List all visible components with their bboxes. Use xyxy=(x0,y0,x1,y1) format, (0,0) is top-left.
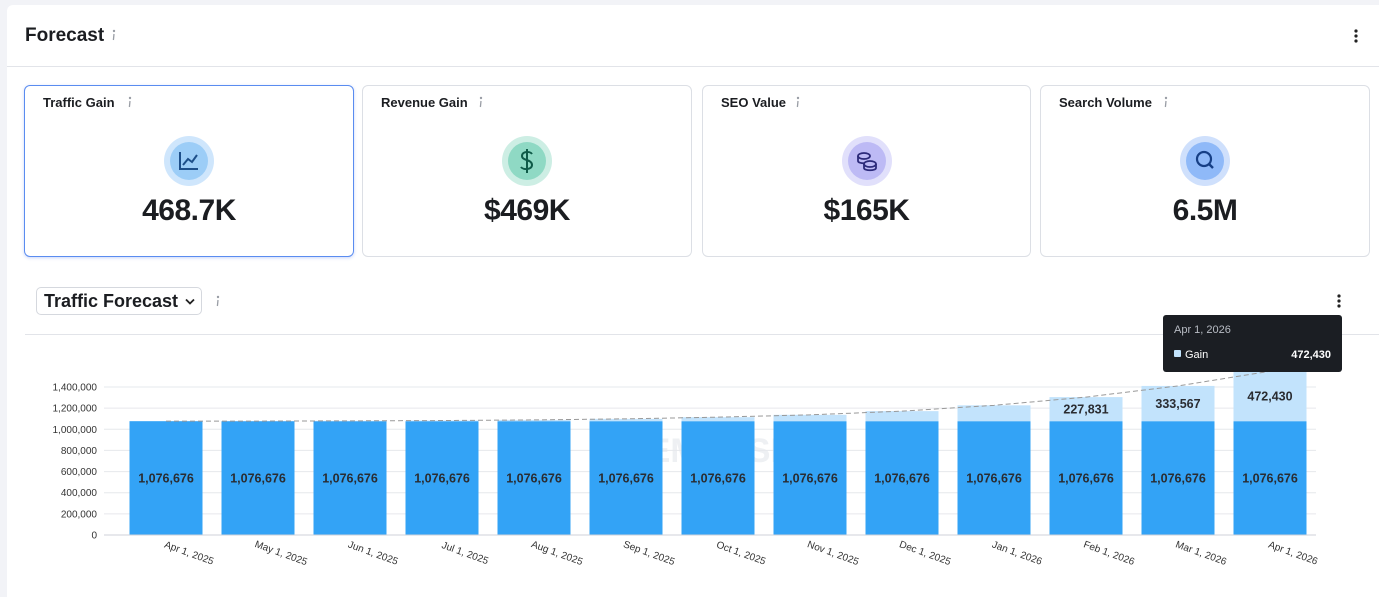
data-label: 1,076,676 xyxy=(138,472,194,486)
bar-segment xyxy=(773,414,847,422)
x-tick-label: May 1, 2025 xyxy=(253,539,309,568)
data-label: 333,567 xyxy=(1155,397,1200,411)
bar-segment xyxy=(589,418,663,422)
menu-icon[interactable] xyxy=(1335,293,1343,309)
card-value: 468.7K xyxy=(142,194,236,227)
data-label: 1,076,676 xyxy=(230,472,286,486)
card-icon xyxy=(502,136,552,186)
trend-line xyxy=(165,370,1271,422)
y-tick-label: 1,400,000 xyxy=(53,383,98,394)
tooltip-series: Gain xyxy=(1185,349,1208,361)
menu-icon[interactable] xyxy=(1352,28,1360,44)
tooltip-box xyxy=(1163,315,1342,372)
bar-segment xyxy=(1233,371,1307,422)
card-value: $469K xyxy=(484,194,570,227)
bar-segment xyxy=(773,421,847,535)
card-title: Traffic Gain xyxy=(43,95,115,110)
data-label: 227,831 xyxy=(1063,403,1108,417)
data-label: 1,076,676 xyxy=(782,472,838,486)
tooltip: Apr 1, 2026 Gain 472,430 xyxy=(1163,315,1342,372)
data-label: 472,430 xyxy=(1247,390,1292,404)
bar-segment xyxy=(957,421,1031,535)
divider xyxy=(25,334,1379,335)
data-label: 1,076,676 xyxy=(1150,472,1206,486)
header-title: Forecast xyxy=(25,25,105,46)
data-label: 1,076,676 xyxy=(1058,472,1114,486)
x-tick-label: Oct 1, 2025 xyxy=(715,540,768,568)
data-label: 1,076,676 xyxy=(874,472,930,486)
card-title: SEO Value xyxy=(721,95,787,110)
x-tick-label: Mar 1, 2026 xyxy=(1174,539,1228,568)
chart-selector[interactable]: Traffic Forecast xyxy=(36,287,202,315)
bar-segment xyxy=(1049,421,1123,535)
y-tick-label: 1,000,000 xyxy=(53,425,98,436)
bar-segment xyxy=(1141,385,1215,422)
card-icon xyxy=(164,136,214,186)
data-label: 1,076,676 xyxy=(506,472,562,486)
bar-segment xyxy=(405,421,479,535)
y-tick-label: 600,000 xyxy=(61,467,98,478)
bar-segment xyxy=(681,417,755,422)
card[interactable]: SEO Value $165K xyxy=(702,85,1031,257)
bar-segment xyxy=(221,421,295,535)
tooltip-date: Apr 1, 2026 xyxy=(1174,324,1231,336)
data-label: 1,076,676 xyxy=(322,472,378,486)
x-tick-label: Feb 1, 2026 xyxy=(1082,539,1136,568)
bar-segment xyxy=(1141,421,1215,535)
info-icon[interactable] xyxy=(126,96,134,108)
bar-segment xyxy=(589,421,663,535)
x-tick-label: Apr 1, 2026 xyxy=(1267,540,1320,568)
card-value: $165K xyxy=(823,194,910,227)
x-tick-label: Jun 1, 2025 xyxy=(346,540,399,568)
tooltip-value: 472,430 xyxy=(1291,349,1331,361)
x-tick-label: Dec 1, 2025 xyxy=(898,539,953,568)
info-icon[interactable] xyxy=(1162,96,1170,108)
divider xyxy=(7,66,1379,67)
info-icon[interactable] xyxy=(214,295,222,307)
bar-segment xyxy=(681,421,755,535)
x-tick-label: Jul 1, 2025 xyxy=(440,540,490,567)
card-icon xyxy=(1180,136,1230,186)
y-tick-label: 1,200,000 xyxy=(53,404,98,415)
x-tick-label: Nov 1, 2025 xyxy=(806,539,861,568)
chevron xyxy=(185,298,195,305)
x-tick-label: Apr 1, 2025 xyxy=(163,540,216,568)
tooltip-swatch xyxy=(1174,350,1181,357)
card-value: 6.5M xyxy=(1172,194,1238,227)
bar-segment xyxy=(957,405,1031,422)
card[interactable]: Traffic Gain 468.7K xyxy=(24,85,354,257)
data-label: 1,076,676 xyxy=(966,472,1022,486)
y-tick-label: 400,000 xyxy=(61,488,98,499)
bar-segment xyxy=(1049,397,1123,422)
x-tick-label: Aug 1, 2025 xyxy=(530,539,585,568)
card[interactable]: Search Volume 6.5M xyxy=(1040,85,1370,257)
chart-title: Traffic Forecast xyxy=(44,291,179,311)
card-icon xyxy=(841,136,892,186)
y-tick-label: 800,000 xyxy=(61,446,98,457)
card-title: Revenue Gain xyxy=(381,95,468,110)
y-tick-label: 200,000 xyxy=(61,509,98,520)
bar-segment xyxy=(1233,421,1307,535)
data-label: 1,076,676 xyxy=(690,472,746,486)
bar-segment xyxy=(865,421,939,535)
info-icon[interactable] xyxy=(794,96,802,108)
x-tick-label: Sep 1, 2025 xyxy=(622,539,677,568)
y-tick-label: 0 xyxy=(91,531,97,542)
bar-segment xyxy=(497,419,571,422)
data-label: 1,076,676 xyxy=(1242,472,1298,486)
info-icon[interactable] xyxy=(110,29,118,41)
bar-segment xyxy=(865,411,939,422)
card-title: Search Volume xyxy=(1059,95,1152,110)
bar-segment xyxy=(313,421,387,535)
bar-segment xyxy=(497,421,571,535)
data-label: 1,076,676 xyxy=(598,472,654,486)
card[interactable]: Revenue Gain $469K xyxy=(362,85,692,257)
x-tick-label: Jan 1, 2026 xyxy=(990,540,1043,568)
info-icon[interactable] xyxy=(477,96,485,108)
data-label: 1,076,676 xyxy=(414,472,470,486)
bar-segment xyxy=(129,421,203,535)
